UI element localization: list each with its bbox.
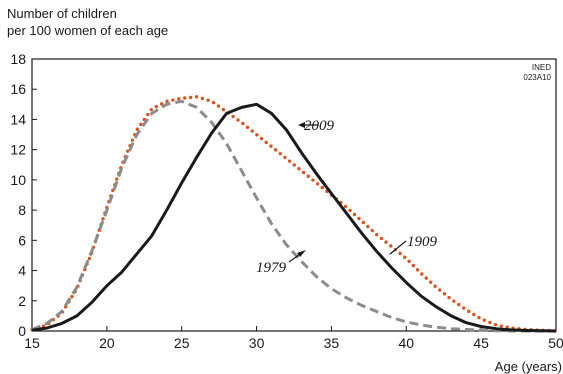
y-tick-label: 10	[10, 172, 26, 188]
arrow-1909-head	[388, 248, 396, 256]
x-tick-label: 30	[249, 335, 265, 351]
label-1909-group: 1909	[388, 234, 438, 256]
y-tick-label: 8	[18, 202, 26, 218]
label-1979-group: 1979	[256, 250, 306, 276]
series-label-2009: 2009	[304, 118, 335, 134]
y-tick-label: 18	[10, 51, 26, 67]
y-axis-label-line-1: Number of children	[7, 6, 117, 21]
arrow-2009-head	[298, 122, 305, 128]
arrow-1979-head	[297, 250, 306, 257]
x-axis: 15 20 25 30 35 40 45 50	[24, 326, 563, 351]
plot-frame	[31, 58, 557, 332]
x-axis-label: Age (years)	[495, 359, 562, 374]
y-axis: 0 2 4 6 8 10 12 14 16 18	[10, 51, 37, 339]
x-tick-label: 40	[398, 335, 414, 351]
series-line-1979	[31, 99, 556, 333]
x-tick-label: 50	[548, 335, 563, 351]
source-code-line-2: 023A10	[523, 73, 551, 82]
series-label-1909: 1909	[407, 234, 438, 250]
label-2009-group: 2009	[298, 118, 335, 134]
y-tick-label: 12	[10, 142, 26, 158]
y-axis-label-line-2: per 100 women of each age	[7, 23, 168, 38]
y-tick-label: 6	[18, 232, 26, 248]
x-tick-label: 35	[324, 335, 340, 351]
x-tick-label: 15	[24, 335, 40, 351]
x-tick-label: 45	[473, 335, 489, 351]
y-tick-label: 0	[18, 323, 26, 339]
x-tick-label: 20	[99, 335, 115, 351]
y-tick-label: 2	[18, 293, 26, 309]
series-line-1909	[30, 95, 558, 333]
y-tick-label: 4	[18, 263, 26, 279]
series-group	[30, 95, 558, 333]
source-code-line-1: INED	[532, 63, 551, 72]
x-tick-label: 25	[174, 335, 190, 351]
y-tick-label: 16	[10, 81, 26, 97]
y-tick-label: 14	[10, 111, 26, 127]
series-line-2009	[31, 102, 557, 333]
series-label-1979: 1979	[256, 260, 287, 276]
